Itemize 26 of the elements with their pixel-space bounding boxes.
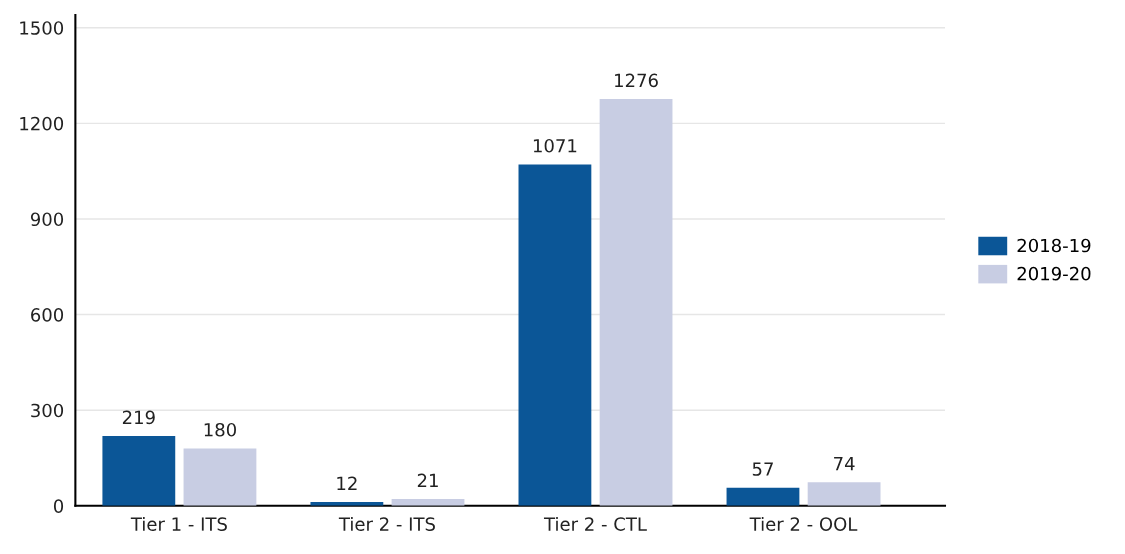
x-tick-label: Tier 1 - ITS [130, 516, 227, 531]
y-tick-label: 0 [53, 499, 64, 513]
x-tick-label: Tier 2 - CTL [543, 516, 647, 531]
x-tick-label: Tier 2 - OOL [749, 516, 858, 531]
y-tick-label: 1200 [20, 116, 64, 131]
bar [807, 482, 881, 506]
legend-label: 2019-20 [1017, 266, 1091, 281]
bar [599, 99, 673, 506]
data-label: 1276 [615, 73, 658, 88]
bar [102, 436, 176, 506]
data-label: 180 [204, 422, 236, 437]
y-tick-label: 600 [31, 308, 64, 322]
x-tick-label: Tier 2 - ITS [338, 516, 435, 531]
bar [183, 448, 257, 506]
data-label: 74 [834, 456, 855, 471]
y-tick-label: 300 [31, 403, 64, 418]
y-tick-label: 1500 [20, 21, 64, 35]
y-tick-label: 900 [30, 212, 64, 227]
data-label: 57 [752, 462, 773, 476]
data-label: 1071 [533, 138, 577, 153]
bar [518, 164, 592, 506]
bar [726, 487, 800, 506]
legend-label: 2018-19 [1017, 238, 1091, 253]
data-label: 219 [122, 410, 155, 425]
data-label: 12 [337, 476, 357, 490]
data-label: 21 [417, 473, 438, 488]
